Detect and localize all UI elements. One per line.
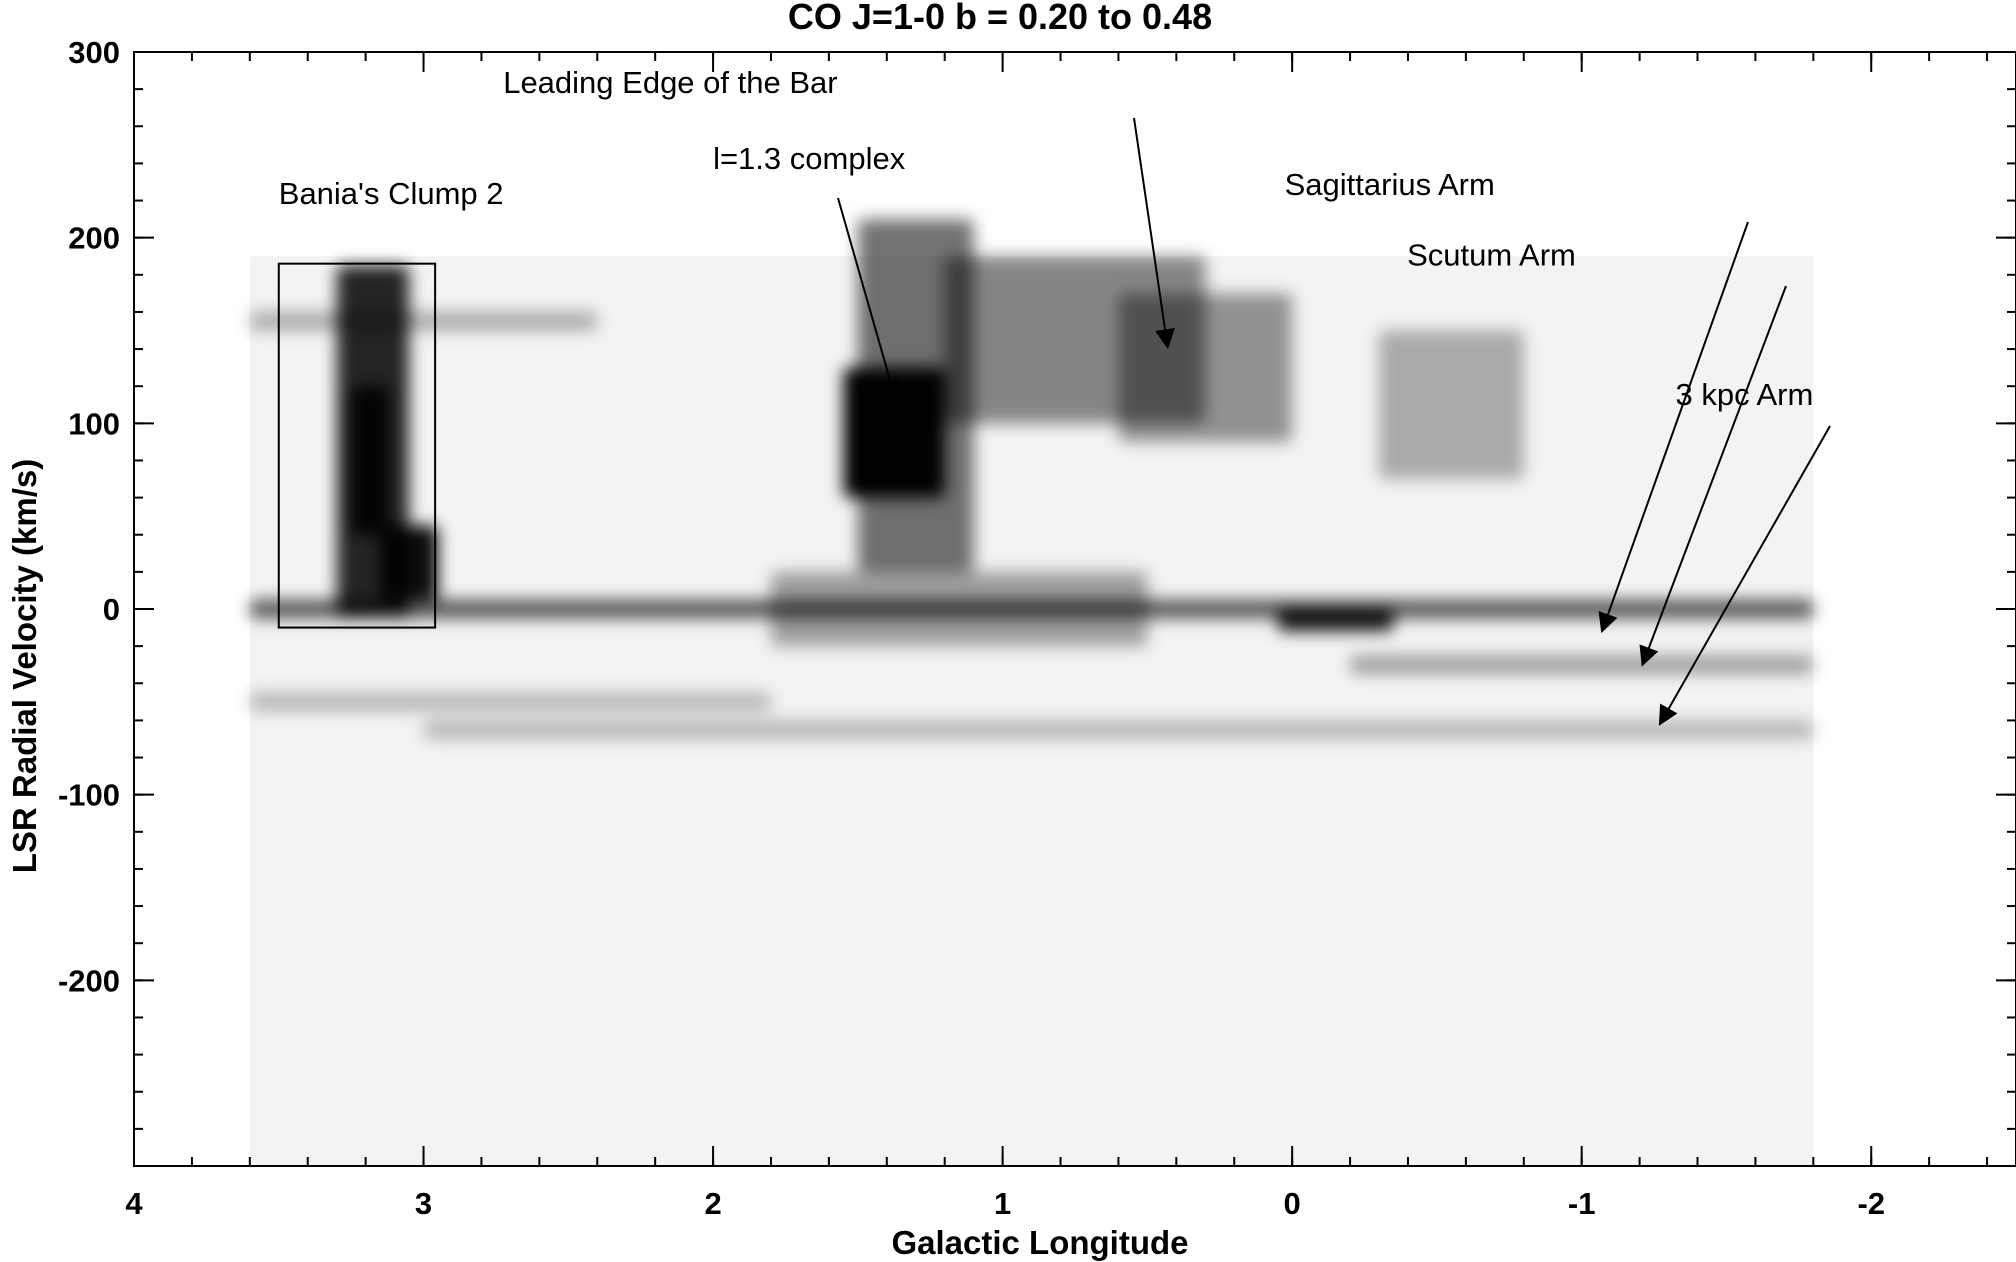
y-tick-label: 300: [68, 35, 120, 70]
axis-ticks: 4 3 2 1 0 -1 -2 300 200 100 0 -100 -200: [58, 35, 2016, 1221]
annotation-arrow: [1133, 117, 1175, 350]
x-tick-label: -2: [1857, 1186, 1885, 1221]
annotation-arrow: [837, 197, 901, 402]
x-axis-label: Galactic Longitude: [891, 1224, 1188, 1261]
y-tick-label: 100: [68, 406, 120, 441]
emission-feature: [351, 386, 389, 535]
x-tick-label: 1: [994, 1186, 1011, 1221]
x-tick-label: 4: [125, 1186, 143, 1221]
emission-feature: [770, 571, 1148, 647]
annotation-arrow: [1639, 285, 1787, 667]
y-tick-label: -100: [58, 778, 120, 813]
bania-clump-box: [277, 262, 437, 629]
x-tick-label: 2: [704, 1186, 721, 1221]
emission-feature: [857, 219, 974, 572]
annotation-arrow: [1658, 425, 1831, 726]
annotation-label: l=1.3 complex: [713, 141, 906, 176]
annotation-label: Bania's Clump 2: [279, 176, 504, 211]
emission-feature: [380, 525, 439, 600]
x-tick-label: 3: [415, 1186, 432, 1221]
emission-map: [249, 219, 1814, 1166]
emission-feature: [249, 692, 771, 712]
annotations: Bania's Clump 2 l=1.3 complex Leading Edge…: [277, 65, 1831, 726]
emission-feature: [1379, 330, 1524, 480]
emission-feature: [1350, 655, 1814, 674]
emission-feature: [1277, 609, 1394, 632]
y-tick-label: -200: [58, 963, 120, 998]
x-tick-label: 0: [1284, 1186, 1301, 1221]
emission-feature: [1118, 293, 1293, 442]
emission-feature: [423, 720, 1814, 739]
annotation-label: Scutum Arm: [1407, 238, 1576, 273]
y-tick-label: 0: [103, 592, 120, 627]
y-axis-label: LSR Radial Velocity (km/s): [6, 459, 43, 873]
annotation-label: Sagittarius Arm: [1285, 167, 1495, 202]
plot-frame: [133, 51, 2016, 1167]
y-tick-label: 200: [68, 221, 120, 256]
annotation-label: Leading Edge of the Bar: [503, 65, 837, 100]
chart-title: CO J=1-0 b = 0.20 to 0.48: [788, 0, 1212, 37]
emission-feature: [249, 311, 598, 331]
annotation-arrow: [1598, 221, 1749, 634]
x-tick-label: -1: [1568, 1186, 1596, 1221]
